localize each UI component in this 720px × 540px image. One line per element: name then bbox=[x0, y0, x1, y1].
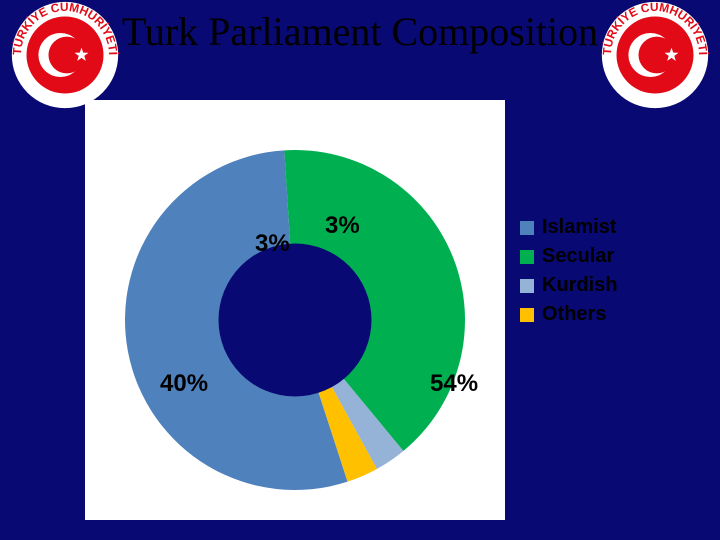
pct-label-others: 3% bbox=[325, 212, 360, 240]
legend-swatch-islamist bbox=[520, 221, 534, 235]
chart-panel: 54% 40% 3% 3% bbox=[85, 100, 505, 520]
legend-item: Secular bbox=[520, 245, 618, 268]
legend: Islamist Secular Kurdish Others bbox=[520, 210, 618, 332]
legend-item: Islamist bbox=[520, 216, 618, 239]
pct-label-islamist: 54% bbox=[430, 370, 478, 398]
legend-label: Islamist bbox=[542, 216, 616, 239]
legend-swatch-kurdish bbox=[520, 279, 534, 293]
donut-hole bbox=[219, 244, 372, 397]
pct-label-kurdish: 3% bbox=[255, 230, 290, 258]
legend-label: Others bbox=[542, 303, 606, 326]
legend-item: Others bbox=[520, 303, 618, 326]
page-title: Turk Parliament Composition bbox=[0, 10, 720, 54]
legend-label: Secular bbox=[542, 245, 614, 268]
legend-label: Kurdish bbox=[542, 274, 618, 297]
legend-item: Kurdish bbox=[520, 274, 618, 297]
legend-swatch-secular bbox=[520, 250, 534, 264]
donut-chart bbox=[125, 150, 465, 490]
legend-swatch-others bbox=[520, 308, 534, 322]
pct-label-secular: 40% bbox=[160, 370, 208, 398]
